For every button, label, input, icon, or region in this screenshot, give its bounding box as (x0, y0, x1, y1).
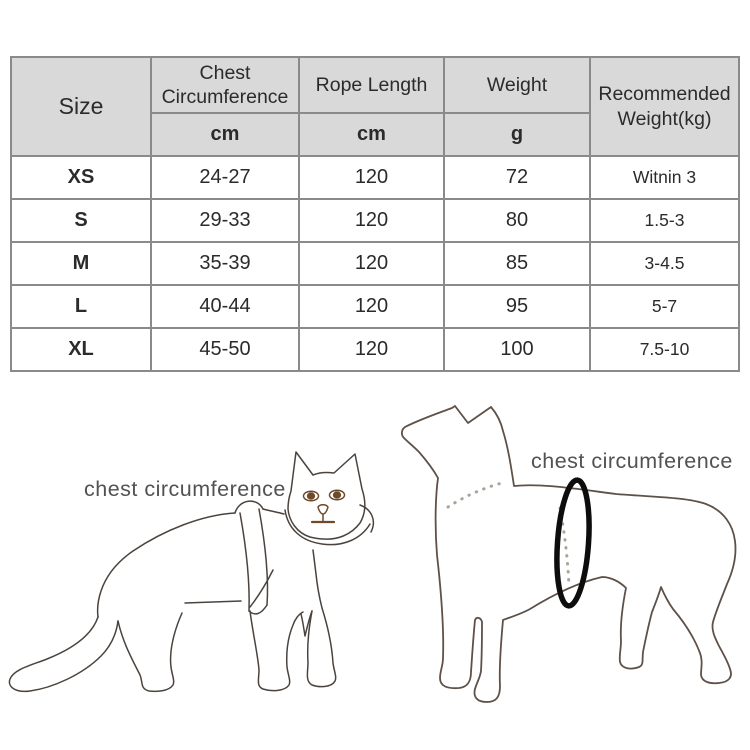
column-header-size: Size (10, 56, 152, 157)
column-header-weight: Weight (443, 56, 591, 114)
cat-tail (8, 616, 119, 693)
cat-nose (317, 504, 329, 515)
dog-chest-circumference-label: chest circumference (531, 449, 733, 473)
harness-handle (234, 500, 264, 514)
cell-weight: 72 (443, 155, 591, 200)
harness-strap (258, 508, 269, 606)
cell-rope: 120 (298, 327, 445, 372)
cat-body-outline (8, 451, 375, 693)
cat-ruff (284, 509, 371, 546)
table-row: XL 45-50 120 100 7.5-10 (10, 327, 740, 372)
cat-eye (302, 490, 320, 502)
cell-rope: 120 (298, 198, 445, 243)
column-header-recommended-weight: Recommended Weight(kg) (589, 56, 740, 157)
cat-hind-leg (117, 612, 183, 693)
cat-face (302, 489, 346, 524)
cell-rope: 120 (298, 155, 445, 200)
dotted-measure-lines (446, 480, 571, 589)
cell-chest: 29-33 (150, 198, 300, 243)
cat-front-leg (249, 610, 304, 692)
cell-recommended: Witnin 3 (589, 155, 740, 200)
cell-chest: 40-44 (150, 284, 300, 329)
chest-circumference-ellipse (554, 477, 592, 609)
table-row: S 29-33 120 80 1.5-3 (10, 198, 740, 243)
cell-size: M (10, 241, 152, 286)
table-row: XS 24-27 120 72 Witnin 3 (10, 155, 740, 200)
cell-recommended: 5-7 (589, 284, 740, 329)
cell-size: L (10, 284, 152, 329)
cell-chest: 24-27 (150, 155, 300, 200)
cell-recommended: 3-4.5 (589, 241, 740, 286)
cell-weight: 80 (443, 198, 591, 243)
table-row: L 40-44 120 95 5-7 (10, 284, 740, 329)
dog-illustration (400, 405, 737, 703)
cell-chest: 45-50 (150, 327, 300, 372)
cell-size: XL (10, 327, 152, 372)
dog-body-outline (400, 405, 737, 703)
table-row: M 35-39 120 85 3-4.5 (10, 241, 740, 286)
cat-front-leg (306, 549, 337, 688)
cat-eye (328, 489, 346, 501)
unit-weight-g: g (443, 112, 591, 157)
cell-size: XS (10, 155, 152, 200)
cat-chest-circumference-label: chest circumference (84, 477, 286, 501)
cell-size: S (10, 198, 152, 243)
cell-weight: 85 (443, 241, 591, 286)
column-header-rope-length: Rope Length (298, 56, 445, 114)
cell-weight: 95 (443, 284, 591, 329)
column-header-chest-circumference: Chest Circumference (150, 56, 300, 114)
cat-illustration (8, 451, 375, 693)
cell-recommended: 1.5-3 (589, 198, 740, 243)
cell-rope: 120 (298, 241, 445, 286)
cell-rope: 120 (298, 284, 445, 329)
dotted-neck-line (446, 480, 508, 509)
cat-head (287, 451, 366, 540)
unit-rope-cm: cm (298, 112, 445, 157)
cell-weight: 100 (443, 327, 591, 372)
harness-strap (239, 512, 250, 612)
cell-chest: 35-39 (150, 241, 300, 286)
cat-pupil (332, 491, 342, 499)
cell-recommended: 7.5-10 (589, 327, 740, 372)
cat-pupil (306, 492, 316, 500)
unit-chest-cm: cm (150, 112, 300, 157)
size-chart-table: Size Chest Circumference Rope Length Wei… (10, 56, 740, 372)
